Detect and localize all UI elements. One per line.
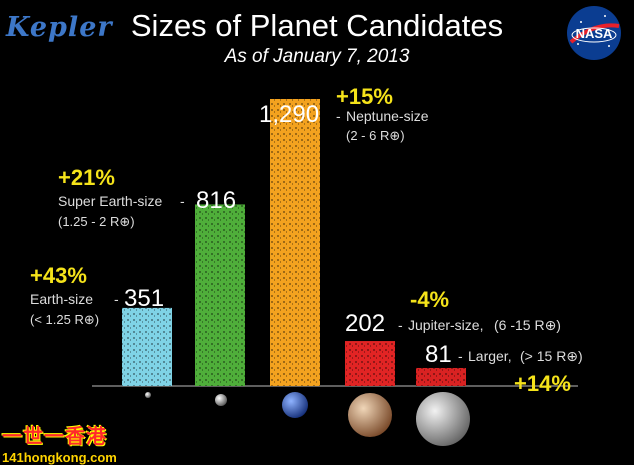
watermark-line2: 141hongkong.com <box>2 450 117 465</box>
value-label-2: 1,290 <box>259 101 319 128</box>
bar-texture-3 <box>345 341 395 386</box>
category-label-0: Earth-size <box>30 291 93 307</box>
category-label-4: Larger, <box>468 348 512 364</box>
range-label-0: (< 1.25 R⊕) <box>30 312 99 327</box>
change-label-3: -4% <box>410 287 449 312</box>
change-label-4: +14% <box>514 371 571 396</box>
range-label-3: (6 -15 R⊕) <box>494 317 561 333</box>
planet-earth-icon <box>145 392 151 398</box>
nasa-logo-icon: NASA <box>567 6 621 60</box>
chart-title: Sizes of Planet Candidates <box>130 8 504 43</box>
planet-neptune-icon <box>282 392 308 418</box>
dash-3: - <box>398 317 403 333</box>
bar-texture-0 <box>122 307 172 386</box>
dash-0: - <box>114 291 119 307</box>
category-label-2: Neptune-size <box>346 108 429 124</box>
value-label-0: 351 <box>124 285 164 312</box>
change-label-1: +21% <box>58 165 115 190</box>
dash-4: - <box>458 348 463 364</box>
planet-larger-icon <box>416 392 470 446</box>
planet-jupiter-icon <box>348 393 392 437</box>
dash-1: - <box>180 193 185 209</box>
value-label-1: 816 <box>196 187 236 214</box>
range-label-1: (1.25 - 2 R⊕) <box>58 214 135 229</box>
change-label-0: +43% <box>30 263 87 288</box>
bar-texture-4 <box>416 367 466 386</box>
bar-texture-1 <box>195 204 245 386</box>
value-label-4: 81 <box>425 341 452 368</box>
category-label-1: Super Earth-size <box>58 193 162 209</box>
category-label-3: Jupiter-size, <box>408 317 483 333</box>
dash-2: - <box>336 108 341 124</box>
bar-texture-2 <box>270 99 320 386</box>
watermark: 一世一香港 141hongkong.com <box>2 420 117 465</box>
nasa-logo-text: NASA <box>576 26 613 41</box>
range-label-4: (> 15 R⊕) <box>520 348 583 364</box>
planet-super-earth-icon <box>215 394 227 406</box>
kepler-logo: Kepler <box>6 12 113 43</box>
change-label-2: +15% <box>336 84 393 109</box>
range-label-2: (2 - 6 R⊕) <box>346 128 405 143</box>
watermark-line1: 一世一香港 <box>2 426 107 448</box>
chart-subtitle: As of January 7, 2013 <box>224 46 410 67</box>
value-label-3: 202 <box>345 310 385 337</box>
